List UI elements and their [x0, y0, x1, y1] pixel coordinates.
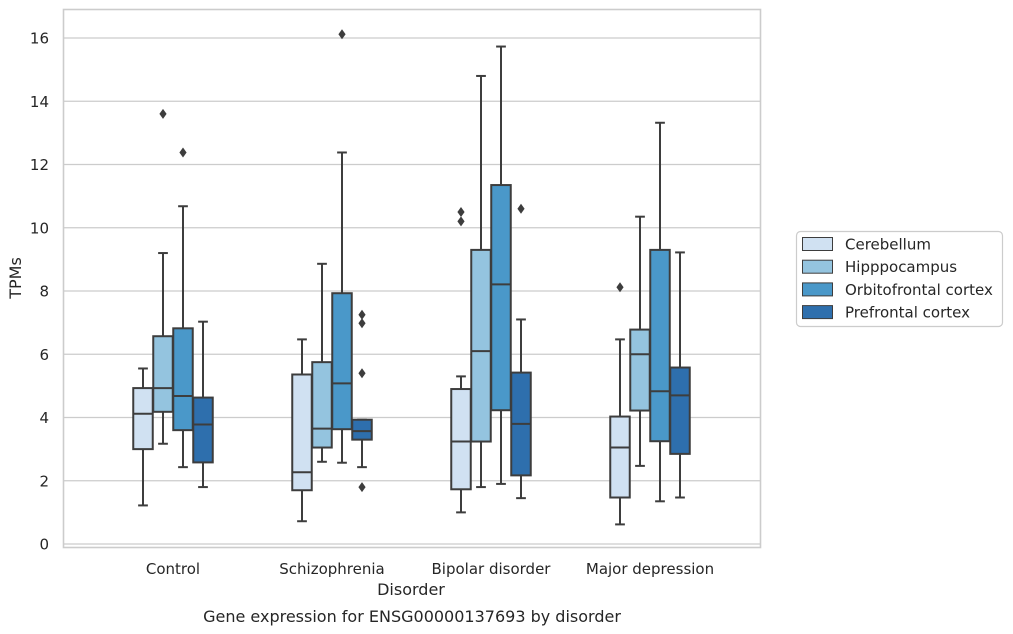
legend-swatch-3 [802, 305, 833, 320]
box-rect [490, 184, 512, 412]
box-1-2 [470, 74, 492, 489]
box-rect [609, 415, 631, 499]
x-tick-label-2: Bipolar disorder [432, 560, 552, 578]
x-tick-label-1: Schizophrenia [279, 560, 384, 578]
box-0-2 [450, 206, 472, 514]
legend-label-0: Cerebellum [845, 236, 931, 254]
box-3-0 [192, 320, 214, 489]
y-tick-label-8: 8 [39, 283, 49, 301]
box-0-3 [609, 282, 631, 526]
y-tick-label-10: 10 [30, 219, 49, 237]
x-tick-labels: Control Schizophrenia Bipolar disorder Majo… [146, 560, 714, 578]
box-rect [192, 396, 214, 464]
flier-0 [338, 29, 346, 40]
y-tick-label-4: 4 [39, 409, 49, 427]
legend-label-3: Prefrontal cortex [845, 304, 970, 322]
legend-label-1: Hipppocampus [845, 258, 957, 276]
x-tick-label-3: Major depression [586, 560, 714, 578]
box-3-2 [510, 203, 532, 500]
box-1-0 [152, 108, 174, 445]
box-2-3 [649, 121, 671, 503]
flier-0 [159, 108, 167, 119]
flier-1 [457, 216, 465, 227]
x-tick-label-0: Control [146, 560, 200, 578]
box-rect [351, 418, 373, 441]
box-0-1 [291, 338, 313, 523]
flier-2 [358, 368, 366, 379]
box-rect [152, 335, 174, 413]
flier-0 [358, 309, 366, 320]
plot-frame [62, 8, 762, 549]
box-rect [450, 388, 472, 491]
legend-swatch-0 [802, 237, 833, 251]
box-2-0 [172, 147, 194, 469]
legend: Cerebellum Hipppocampus Orbitofrontal cort… [795, 230, 1004, 328]
y-tick-label-14: 14 [30, 93, 49, 111]
box-rect [311, 361, 333, 449]
y-tick-label-16: 16 [30, 30, 49, 48]
legend-frame [795, 230, 1004, 328]
box-layer [132, 29, 691, 526]
box-rect [629, 328, 651, 412]
box-2-2 [490, 45, 512, 485]
box-3-3 [669, 251, 691, 499]
y-tick-label-0: 0 [39, 536, 49, 554]
box-rect [172, 327, 194, 432]
y-tick-labels: 0 2 4 6 8 10 12 14 16 [30, 30, 49, 554]
box-1-1 [311, 262, 333, 463]
box-1-3 [629, 215, 651, 467]
legend-label-2: Orbitofrontal cortex [845, 281, 993, 299]
y-tick-label-6: 6 [39, 346, 49, 364]
box-0-0 [132, 367, 154, 507]
y-axis-label: TPMs [6, 257, 25, 300]
box-rect [331, 292, 353, 431]
flier-0 [457, 206, 465, 217]
flier-0 [616, 282, 624, 293]
box-rect [669, 366, 691, 455]
x-axis-label: Disorder [377, 580, 445, 599]
chart-caption: Gene expression for ENSG00000137693 by d… [203, 607, 621, 626]
flier-1 [358, 318, 366, 329]
legend-swatch-1 [802, 259, 833, 274]
y-tick-label-12: 12 [30, 156, 49, 174]
y-tick-label-2: 2 [39, 472, 49, 490]
box-rect [470, 248, 492, 443]
box-rect [649, 248, 671, 443]
flier-0 [179, 147, 187, 158]
flier-3 [358, 482, 366, 493]
box-2-1 [331, 29, 353, 464]
legend-swatch-2 [802, 282, 833, 297]
box-rect [132, 387, 154, 451]
box-3-1 [351, 309, 373, 493]
flier-0 [517, 203, 525, 214]
